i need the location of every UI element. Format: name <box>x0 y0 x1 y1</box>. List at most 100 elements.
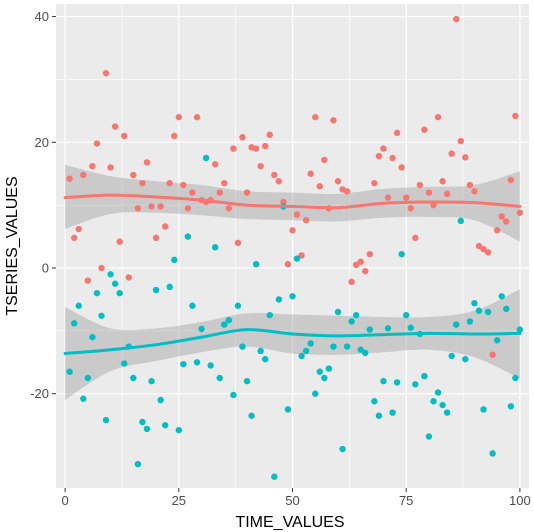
data-point-series-2 <box>325 365 333 372</box>
data-point-series-1 <box>330 117 337 124</box>
data-point-series-1 <box>425 189 433 196</box>
data-point-series-1 <box>480 245 487 253</box>
data-point-series-2 <box>307 340 314 347</box>
data-point-series-1 <box>107 164 114 171</box>
data-point-series-2 <box>84 374 92 382</box>
data-point-series-2 <box>293 255 301 262</box>
data-point-series-2 <box>357 346 364 353</box>
data-point-series-1 <box>252 145 260 152</box>
data-point-series-2 <box>471 300 478 307</box>
data-point-series-2 <box>107 271 114 278</box>
data-point-series-1 <box>316 183 323 190</box>
data-point-series-2 <box>230 391 237 399</box>
data-point-series-2 <box>493 337 501 344</box>
data-point-series-1 <box>371 179 378 187</box>
data-point-series-1 <box>398 164 405 171</box>
data-point-series-1 <box>184 205 192 212</box>
y-tick-label: 0 <box>42 261 49 276</box>
data-point-series-1 <box>130 171 137 179</box>
x-tick-label: 100 <box>509 493 531 508</box>
data-point-series-1 <box>221 179 228 187</box>
x-axis-title: TIME_VALUES <box>235 514 344 531</box>
y-tick-label: 40 <box>35 9 49 24</box>
data-point-series-1 <box>166 179 173 187</box>
data-point-series-2 <box>89 333 96 341</box>
data-point-series-1 <box>457 137 464 145</box>
data-point-series-2 <box>143 425 151 433</box>
data-point-series-2 <box>507 403 515 410</box>
data-point-series-2 <box>171 256 178 264</box>
data-point-series-1 <box>434 113 442 121</box>
data-point-series-2 <box>116 289 123 297</box>
data-point-series-1 <box>234 239 242 247</box>
data-point-series-2 <box>216 374 223 382</box>
data-point-series-2 <box>221 321 228 328</box>
data-point-series-1 <box>498 213 505 220</box>
data-point-series-2 <box>70 320 78 327</box>
major-gridlines <box>56 4 529 488</box>
data-point-series-1 <box>102 69 110 77</box>
data-point-series-2 <box>453 321 460 328</box>
data-point-series-1 <box>462 154 469 161</box>
data-point-series-1 <box>380 145 387 152</box>
data-point-series-2 <box>321 374 328 382</box>
data-point-series-1 <box>243 189 251 196</box>
data-point-series-2 <box>211 244 219 251</box>
data-point-series-2 <box>475 307 483 314</box>
data-point-series-1 <box>366 250 374 258</box>
data-point-series-1 <box>453 15 460 23</box>
data-point-series-1 <box>75 225 82 233</box>
data-point-series-2 <box>484 308 492 316</box>
data-point-series-2 <box>152 286 160 294</box>
x-tick-label: 25 <box>172 493 186 508</box>
data-point-series-1 <box>403 194 410 201</box>
data-point-series-1 <box>448 150 455 157</box>
data-point-series-2 <box>403 311 410 319</box>
data-point-series-1 <box>484 249 492 256</box>
x-tick-label: 75 <box>399 493 413 508</box>
data-point-series-2 <box>339 445 346 453</box>
data-point-series-2 <box>248 412 255 419</box>
data-point-series-1 <box>275 178 283 185</box>
data-point-series-1 <box>471 188 478 195</box>
data-point-series-1 <box>89 162 96 170</box>
confidence-band-2 <box>65 289 520 400</box>
data-point-series-2 <box>225 316 233 324</box>
data-point-series-2 <box>366 326 374 333</box>
data-point-series-2 <box>466 318 474 325</box>
data-point-series-1 <box>125 274 132 281</box>
data-point-series-1 <box>307 170 314 177</box>
data-point-series-2 <box>434 389 442 396</box>
data-point-series-1 <box>362 267 369 275</box>
data-point-series-2 <box>457 217 464 225</box>
confidence-bands <box>65 164 520 400</box>
y-tick-label: 20 <box>35 135 49 150</box>
data-point-series-1 <box>225 205 233 212</box>
data-point-series-2 <box>407 324 414 331</box>
data-point-series-2 <box>271 473 278 480</box>
data-point-series-1 <box>84 277 92 284</box>
data-point-series-1 <box>284 261 292 268</box>
x-tick-label: 0 <box>61 493 68 508</box>
data-point-series-2 <box>239 343 246 350</box>
data-point-series-1 <box>466 181 474 189</box>
data-point-series-1 <box>216 189 223 196</box>
data-point-series-1 <box>175 113 182 121</box>
axes: 0 25 50 75 100 -20 0 20 40 <box>30 9 531 508</box>
data-point-series-2 <box>312 390 319 397</box>
data-point-series-2 <box>421 372 428 380</box>
data-point-series-1 <box>412 234 419 242</box>
data-point-series-2 <box>275 296 283 303</box>
data-point-series-1 <box>430 201 437 209</box>
data-point-series-2 <box>284 406 292 413</box>
data-point-series-2 <box>375 412 383 419</box>
data-point-series-1 <box>266 131 273 138</box>
data-point-series-1 <box>516 209 524 216</box>
data-point-series-2 <box>289 293 296 300</box>
data-point-series-1 <box>257 162 264 170</box>
data-point-series-2 <box>139 418 146 426</box>
data-point-series-1 <box>134 205 142 212</box>
data-point-series-2 <box>80 395 87 402</box>
data-point-series-1 <box>343 188 351 195</box>
